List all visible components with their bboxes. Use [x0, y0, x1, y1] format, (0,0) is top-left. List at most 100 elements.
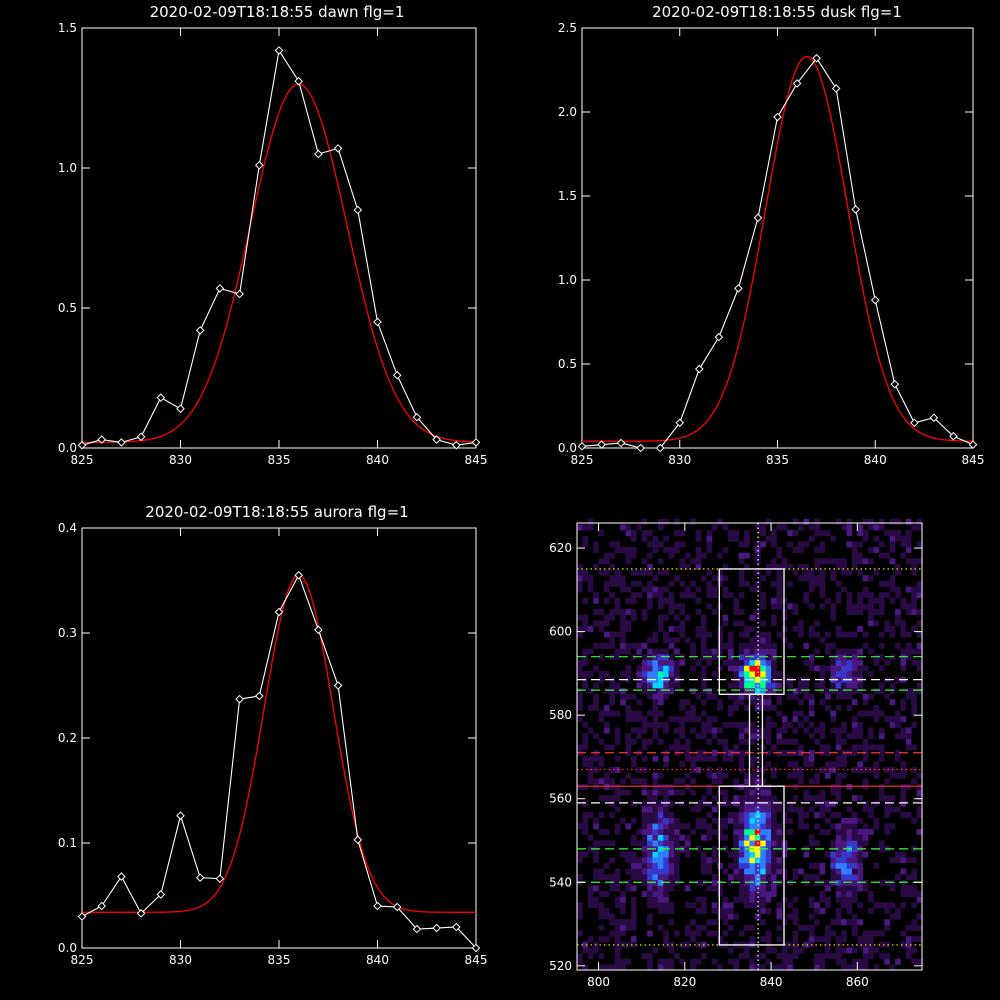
heatmap-cell — [851, 766, 858, 773]
heatmap-cell — [630, 609, 637, 615]
heatmap-cell — [738, 834, 745, 841]
x-tick-label: 860 — [846, 975, 869, 989]
y-tick-label: 0.5 — [558, 357, 577, 371]
heatmap-cell — [674, 665, 680, 672]
heatmap-cell — [657, 699, 664, 706]
heatmap-cell — [706, 772, 713, 779]
heatmap-cell — [711, 958, 718, 965]
heatmap-cell — [647, 603, 653, 610]
heatmap-cell — [857, 659, 863, 666]
heatmap-cell — [695, 535, 702, 542]
heatmap-cell — [717, 637, 723, 644]
heatmap-cell — [754, 902, 761, 909]
heatmap-cell — [641, 676, 648, 683]
heatmap-cell — [911, 659, 917, 666]
heatmap-cell — [647, 891, 653, 897]
heatmap-cell — [841, 693, 847, 700]
heatmap-cell — [722, 721, 729, 728]
heatmap-cell — [593, 547, 599, 553]
heatmap-cell — [781, 896, 788, 903]
heatmap-cell — [803, 761, 810, 768]
heatmap-cell — [803, 812, 810, 819]
heatmap-cell — [641, 783, 648, 790]
heatmap-cell — [636, 868, 642, 875]
heatmap-cell — [657, 586, 664, 593]
heatmap-cell — [798, 524, 804, 531]
heatmap-cell — [765, 930, 772, 937]
heatmap-cell — [598, 755, 605, 762]
heatmap-cell — [760, 671, 766, 678]
data-point — [432, 923, 441, 933]
heatmap-cell — [706, 535, 713, 542]
heatmap-cell — [749, 614, 756, 621]
heatmap-cell — [744, 868, 750, 875]
heatmap-cell — [841, 862, 847, 869]
heatmap-cell — [647, 953, 653, 960]
heatmap-cell — [711, 586, 718, 593]
heatmap-cell — [609, 885, 616, 892]
heatmap-cell — [700, 682, 707, 689]
heatmap-cell — [765, 535, 772, 542]
heatmap-cell — [862, 710, 869, 717]
heatmap-cell — [857, 766, 863, 773]
heatmap-cell — [614, 919, 621, 926]
heatmap-cell — [620, 575, 626, 582]
heatmap-cell — [630, 716, 637, 723]
heatmap-cell — [819, 575, 826, 582]
heatmap-cell — [857, 862, 863, 869]
heatmap-cell — [749, 738, 756, 745]
heatmap-cell — [862, 947, 869, 954]
heatmap-cell — [798, 868, 804, 875]
heatmap-cell — [684, 563, 691, 570]
chart-title: 2020-02-09T18:18:55 aurora flg=1 — [145, 503, 408, 521]
heatmap-cell — [900, 603, 907, 610]
heatmap-cell — [781, 851, 788, 858]
heatmap-cell — [603, 727, 610, 734]
heatmap-cell — [824, 530, 831, 537]
heatmap-cell — [873, 964, 880, 971]
heatmap-cell — [851, 919, 858, 926]
heatmap-cell — [738, 738, 745, 745]
heatmap-cell — [916, 541, 923, 548]
heatmap-cell — [630, 868, 637, 875]
heatmap-cells — [577, 518, 923, 971]
data-point — [392, 370, 402, 380]
heatmap-cell — [851, 885, 858, 892]
heatmap-cell — [771, 812, 777, 819]
heatmap-cell — [630, 857, 637, 864]
heatmap-cell — [749, 642, 756, 649]
heatmap-cell — [582, 829, 589, 835]
heatmap-cell — [835, 597, 842, 604]
heatmap-cell — [841, 930, 847, 937]
heatmap-cell — [884, 625, 890, 632]
heatmap-cell — [905, 648, 912, 655]
heatmap-cell — [587, 891, 594, 897]
heatmap-cell — [614, 541, 621, 548]
heatmap-cell — [700, 637, 707, 644]
heatmap-cell — [878, 795, 885, 802]
heatmap-cell — [835, 840, 842, 847]
heatmap-cell — [878, 524, 885, 531]
heatmap-cell — [798, 575, 804, 582]
heatmap-cell — [700, 710, 707, 717]
heatmap-cell — [765, 761, 772, 768]
heatmap-cell — [727, 659, 734, 666]
heatmap-cell — [625, 750, 632, 756]
heatmap-cell — [695, 896, 702, 903]
heatmap-cell — [690, 829, 696, 835]
heatmap-cell — [587, 896, 594, 903]
heatmap-cell — [620, 609, 626, 615]
heatmap-cell — [614, 902, 621, 909]
heatmap-cell — [641, 891, 648, 897]
heatmap-cell — [614, 682, 621, 689]
heatmap-cell — [765, 947, 772, 954]
heatmap-cell — [911, 885, 917, 892]
heatmap-cell — [889, 530, 896, 537]
heatmap-cell — [711, 750, 718, 756]
heatmap-cell — [609, 840, 616, 847]
x-tick-label: 825 — [71, 453, 94, 467]
heatmap-cell — [765, 738, 772, 745]
heatmap-cell — [857, 829, 863, 835]
heatmap-cell — [690, 688, 696, 694]
heatmap-cell — [835, 648, 842, 655]
